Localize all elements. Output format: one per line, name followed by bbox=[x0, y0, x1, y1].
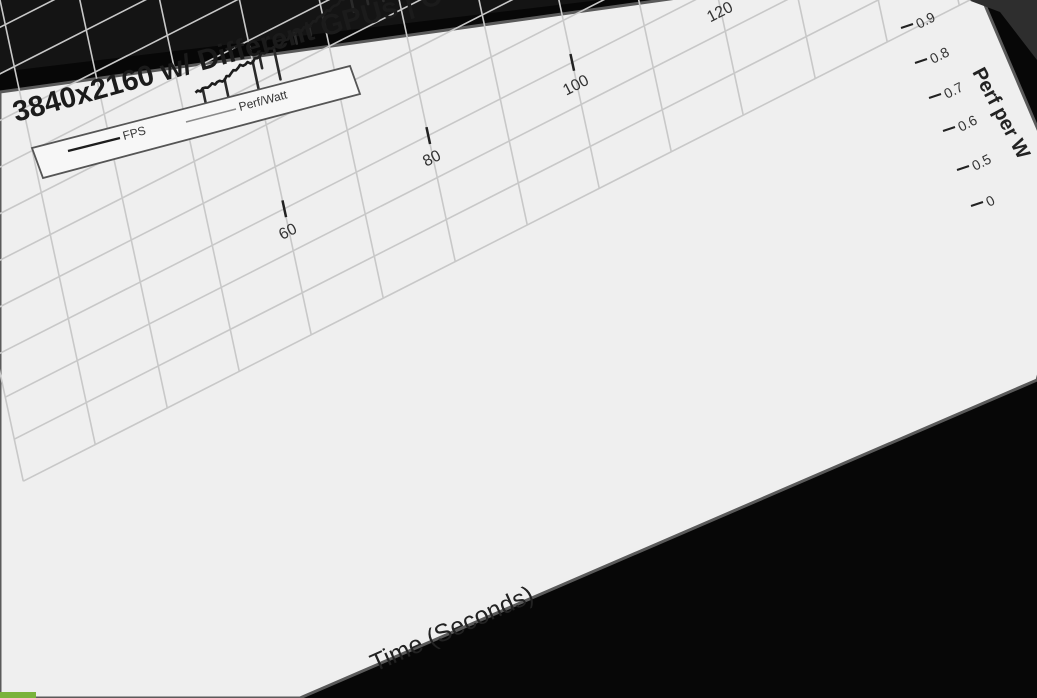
green-accent-strip bbox=[0, 692, 36, 698]
